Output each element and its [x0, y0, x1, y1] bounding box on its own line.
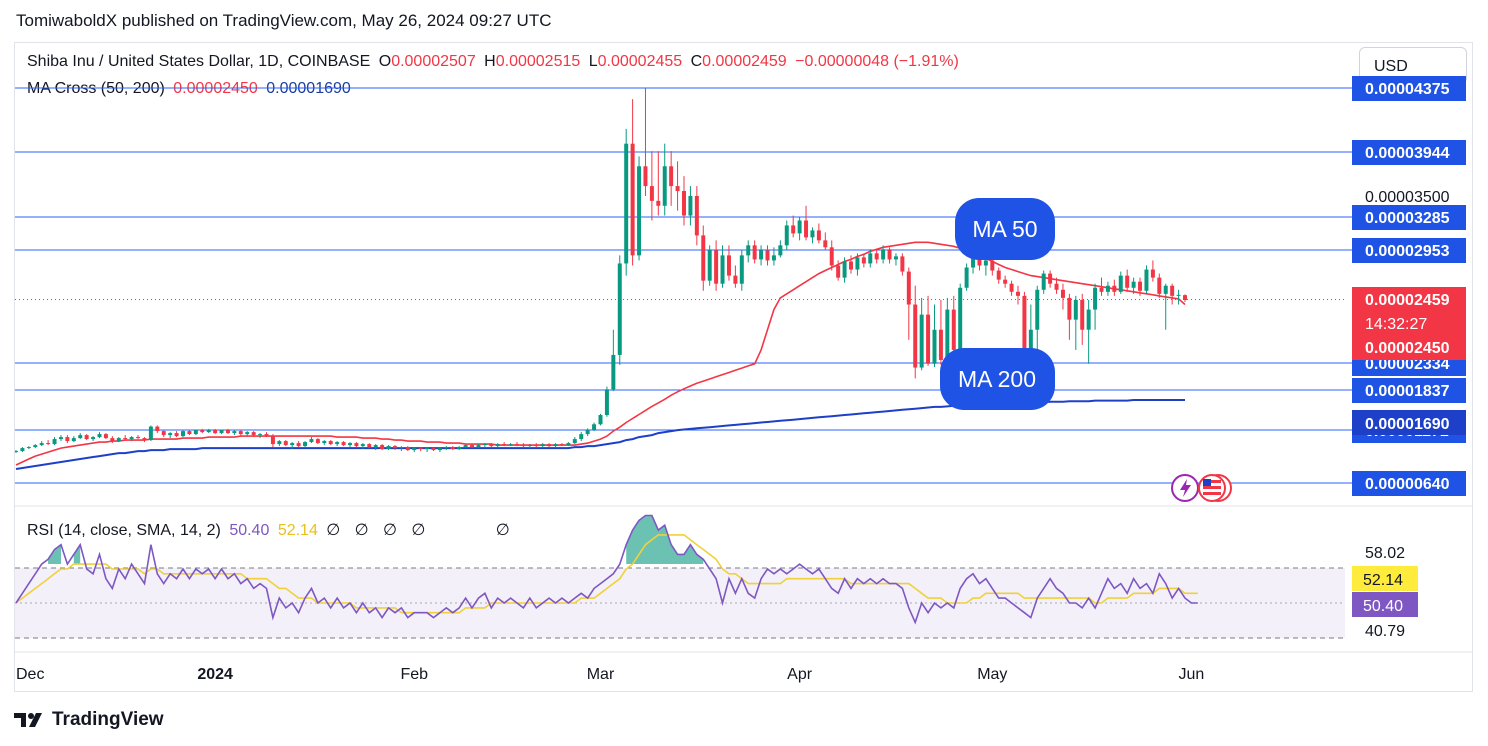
change-value: −0.00000048 (−1.91%)	[795, 53, 959, 70]
symbol-title: Shiba Inu / United States Dollar, 1D, CO…	[27, 53, 371, 70]
tradingview-brand-text: TradingView	[52, 709, 164, 730]
low-label: L	[588, 53, 598, 70]
rsi-legend: RSI (14, close, SMA, 14, 2) 50.40 52.14 …	[27, 520, 514, 540]
rsi-value: 50.40	[229, 522, 270, 539]
low-value: 0.00002455	[597, 53, 683, 70]
currency-button[interactable]: USD	[1359, 47, 1467, 84]
ma50-value: 0.00002450	[173, 80, 258, 97]
high-value: 0.00002515	[495, 53, 581, 70]
rsi-empty-4: ∅	[495, 522, 510, 539]
rsi-sma-value: 52.14	[277, 522, 318, 539]
ma-legend: MA Cross (50, 200) 0.00002450 0.00001690	[27, 80, 355, 98]
rsi-empty-0: ∅	[326, 522, 341, 539]
ma200-value: 0.00001690	[266, 80, 351, 97]
ma-title: MA Cross (50, 200)	[27, 80, 165, 97]
high-label: H	[484, 53, 496, 70]
close-label: C	[690, 53, 703, 70]
rsi-title: RSI (14, close, SMA, 14, 2)	[27, 522, 221, 539]
open-value: 0.00002507	[391, 53, 476, 70]
chart-frame[interactable]	[14, 42, 1473, 692]
tradingview-logo-icon	[14, 713, 42, 727]
open-label: O	[378, 53, 392, 70]
rsi-empty-1: ∅	[354, 522, 369, 539]
publisher-line: TomiwaboldX published on TradingView.com…	[16, 11, 552, 30]
close-value: 0.00002459	[702, 53, 787, 70]
rsi-empty-3: ∅	[411, 522, 426, 539]
tradingview-footer[interactable]: TradingView	[14, 709, 164, 731]
rsi-empty-2: ∅	[383, 522, 398, 539]
symbol-legend: Shiba Inu / United States Dollar, 1D, CO…	[27, 53, 963, 71]
